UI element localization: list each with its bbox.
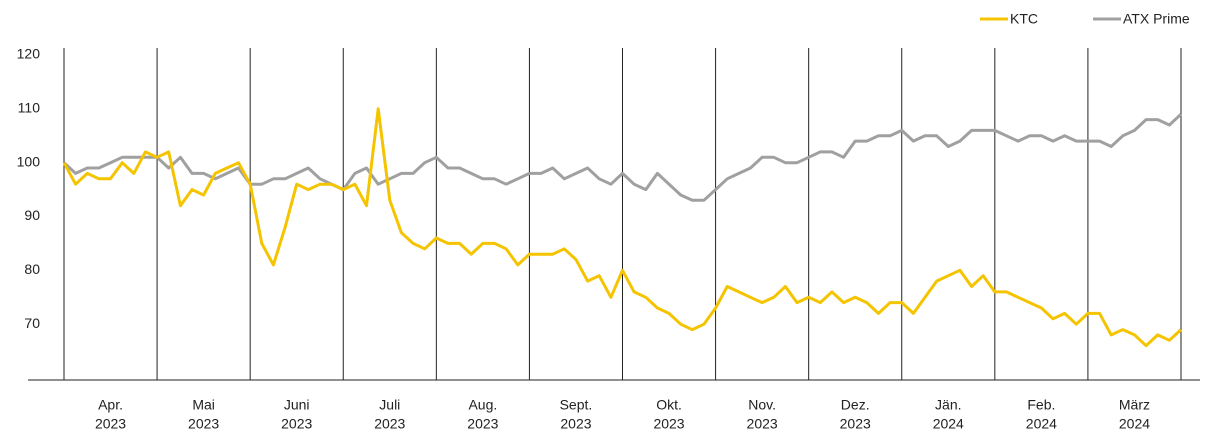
- x-tick-label: Feb.: [1027, 397, 1055, 413]
- legend-label: ATX Prime: [1123, 11, 1190, 27]
- x-tick-label: 2023: [374, 416, 405, 432]
- x-tick-label: Dez.: [841, 397, 870, 413]
- legend-label: KTC: [1010, 11, 1038, 27]
- y-tick-label: 70: [24, 315, 40, 331]
- x-tick-label: Aug.: [468, 397, 497, 413]
- line: [62, 107, 1183, 348]
- x-tick-label: 2023: [560, 416, 591, 432]
- x-tick-label: Nov.: [748, 397, 776, 413]
- y-tick-label: 120: [17, 46, 41, 62]
- x-tick-label: Mai: [192, 397, 215, 413]
- y-tick-label: 80: [24, 261, 40, 277]
- x-tick-label: Apr.: [98, 397, 123, 413]
- x-tick-label: 2023: [95, 416, 126, 432]
- y-tick-label: 90: [24, 207, 40, 223]
- y-tick-label: 100: [17, 153, 41, 169]
- x-tick-label: 2023: [747, 416, 778, 432]
- x-tick-label: 2024: [1026, 416, 1057, 432]
- x-tick-label: 2024: [1119, 416, 1150, 432]
- x-tick-label: März: [1119, 397, 1150, 413]
- x-tick-label: Jän.: [935, 397, 961, 413]
- x-tick-label: 2023: [653, 416, 684, 432]
- x-tick-label: 2023: [281, 416, 312, 432]
- y-tick-label: 110: [18, 100, 41, 116]
- x-tick-label: Okt.: [656, 397, 682, 413]
- x-tick-label: 2024: [933, 416, 964, 432]
- x-tick-label: 2023: [467, 416, 498, 432]
- x-tick-label: Juli: [379, 397, 400, 413]
- x-tick-label: Juni: [284, 397, 310, 413]
- x-tick-label: 2023: [188, 416, 219, 432]
- x-tick-label: 2023: [840, 416, 871, 432]
- x-tick-label: Sept.: [560, 397, 593, 413]
